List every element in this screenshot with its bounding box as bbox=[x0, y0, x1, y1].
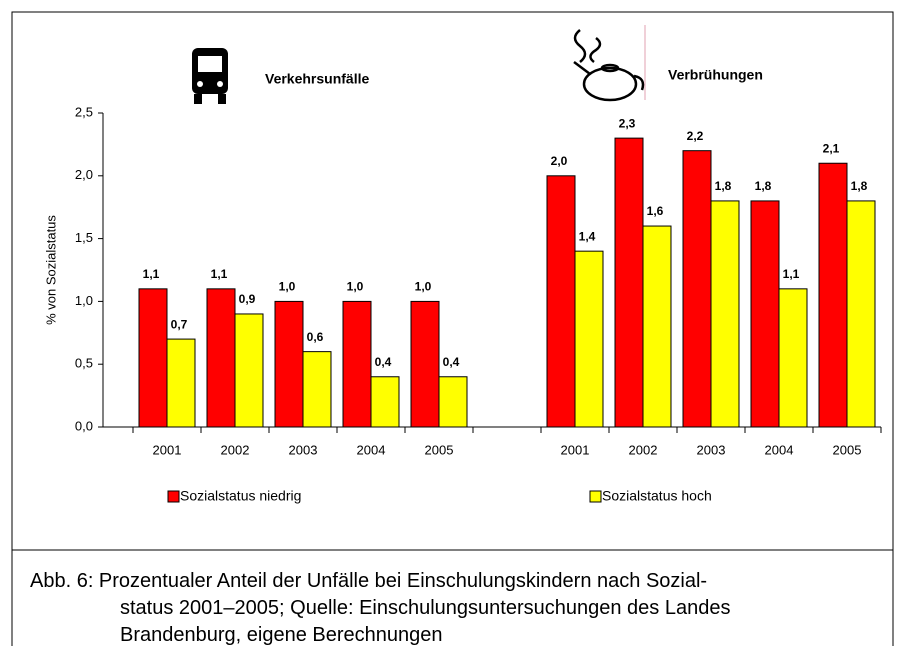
y-axis-label: % von Sozialstatus bbox=[43, 215, 58, 325]
value-label: 2,0 bbox=[551, 154, 568, 168]
bar bbox=[370, 376, 400, 428]
bar bbox=[846, 200, 876, 428]
x-tick-label: 2004 bbox=[357, 442, 386, 457]
value-label: 2,3 bbox=[619, 116, 636, 130]
x-tick-label: 2001 bbox=[153, 442, 182, 457]
bar bbox=[274, 300, 304, 428]
y-tick-label: 1,0 bbox=[75, 293, 93, 308]
x-tick-label: 2003 bbox=[697, 442, 726, 457]
value-label: 1,8 bbox=[715, 179, 732, 193]
value-label: 1,8 bbox=[755, 179, 772, 193]
x-tick-label: 2003 bbox=[289, 442, 318, 457]
bar bbox=[546, 175, 576, 428]
x-tick-label: 2004 bbox=[765, 442, 794, 457]
bar bbox=[166, 338, 196, 428]
value-label: 1,6 bbox=[647, 204, 664, 218]
bar bbox=[438, 376, 468, 428]
teapot-icon bbox=[573, 29, 645, 102]
legend-swatch bbox=[167, 490, 180, 503]
bar bbox=[818, 162, 848, 428]
y-tick-label: 2,0 bbox=[75, 167, 93, 182]
legend-label: Sozialstatus niedrig bbox=[180, 488, 301, 504]
bar bbox=[642, 225, 672, 428]
value-label: 1,0 bbox=[347, 280, 364, 294]
bar bbox=[138, 288, 168, 428]
value-label: 1,1 bbox=[783, 267, 800, 281]
bar bbox=[234, 313, 264, 428]
value-label: 1,8 bbox=[851, 179, 868, 193]
value-label: 0,9 bbox=[239, 292, 256, 306]
bar bbox=[206, 288, 236, 428]
bar bbox=[750, 200, 780, 428]
bar bbox=[614, 137, 644, 428]
value-label: 1,0 bbox=[415, 280, 432, 294]
bar bbox=[302, 351, 332, 428]
caption: Brandenburg, eigene Berechnungen bbox=[120, 624, 442, 646]
bar bbox=[342, 300, 372, 428]
caption: status 2001–2005; Quelle: Einschulungsun… bbox=[120, 597, 730, 619]
value-label: 0,4 bbox=[443, 355, 460, 369]
x-tick-label: 2002 bbox=[221, 442, 250, 457]
bar bbox=[682, 150, 712, 428]
value-label: 0,4 bbox=[375, 355, 392, 369]
x-tick-label: 2005 bbox=[425, 442, 454, 457]
value-label: 0,7 bbox=[171, 317, 188, 331]
value-label: 1,1 bbox=[211, 267, 228, 281]
x-tick-label: 2002 bbox=[629, 442, 658, 457]
legend-label: Sozialstatus hoch bbox=[602, 488, 712, 504]
value-label: 0,6 bbox=[307, 330, 324, 344]
value-label: 2,2 bbox=[687, 129, 704, 143]
value-label: 1,1 bbox=[143, 267, 160, 281]
group-label: Verkehrsunfälle bbox=[265, 71, 369, 87]
bus-icon bbox=[192, 48, 228, 104]
y-tick-label: 2,5 bbox=[75, 104, 93, 119]
chart-frame bbox=[11, 11, 894, 551]
value-label: 2,1 bbox=[823, 141, 840, 155]
bar bbox=[778, 288, 808, 428]
bar bbox=[574, 250, 604, 428]
group-label: Verbrühungen bbox=[668, 67, 763, 83]
caption: Abb. 6: Prozentualer Anteil der Unfälle … bbox=[30, 570, 707, 592]
bar bbox=[410, 300, 440, 428]
y-tick-label: 0,5 bbox=[75, 356, 93, 371]
x-tick-label: 2001 bbox=[561, 442, 590, 457]
y-tick-label: 0,0 bbox=[75, 418, 93, 433]
legend-swatch bbox=[589, 490, 602, 503]
y-tick-label: 1,5 bbox=[75, 230, 93, 245]
value-label: 1,0 bbox=[279, 280, 296, 294]
bar bbox=[710, 200, 740, 428]
x-tick-label: 2005 bbox=[833, 442, 862, 457]
value-label: 1,4 bbox=[579, 229, 596, 243]
